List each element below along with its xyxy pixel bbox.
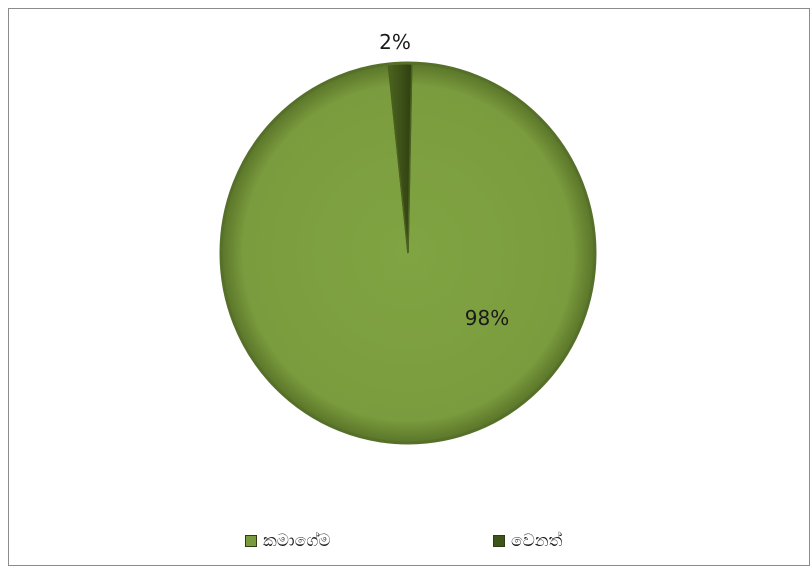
pie-rim	[219, 61, 597, 445]
chart-legend: කමාගේම වෙනත්	[9, 527, 811, 555]
legend-swatch-kamagema	[245, 535, 257, 547]
legend-label-kamagema: කමාගේම	[263, 531, 331, 551]
chart-frame: 98% 2% කමාගේම වෙනත්	[8, 8, 810, 566]
legend-label-wenath: වෙනත්	[511, 531, 563, 551]
legend-item-kamagema: කමාගේම	[245, 527, 331, 555]
legend-swatch-wenath	[493, 535, 505, 547]
slice-label-kamagema: 98%	[465, 306, 509, 330]
legend-item-wenath: වෙනත්	[493, 527, 562, 555]
pie-chart: 98% 2%	[219, 30, 597, 445]
slice-label-wenath: 2%	[379, 30, 411, 54]
